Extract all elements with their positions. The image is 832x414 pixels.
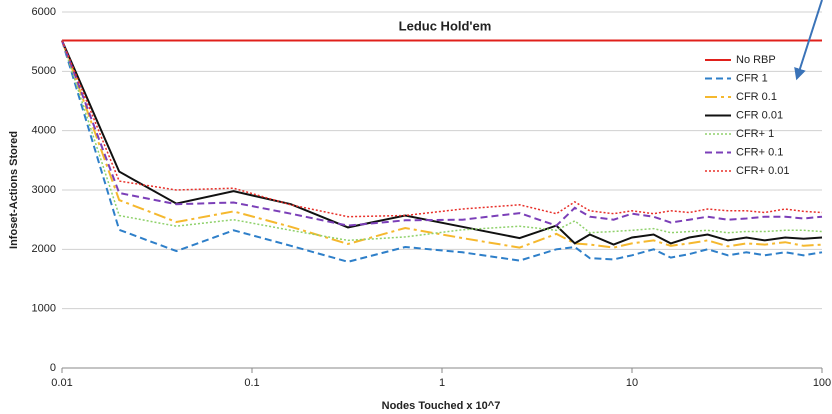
x-tick-label: 1 — [439, 377, 445, 389]
legend-label: CFR+ 1 — [736, 128, 774, 140]
y-tick-label: 3000 — [32, 184, 56, 196]
chart-title: Leduc Hold'em — [399, 18, 492, 33]
series-line — [61, 40, 823, 227]
series-line — [61, 40, 823, 263]
y-tick-label: 0 — [50, 362, 56, 374]
legend-label: CFR+ 0.01 — [736, 165, 790, 177]
y-tick-label: 2000 — [32, 243, 56, 255]
y-tick-label: 6000 — [32, 6, 56, 18]
legend-label: CFR 0.1 — [736, 91, 777, 103]
x-axis-label: Nodes Touched x 10^7 — [382, 400, 501, 412]
x-tick-label: 0.1 — [244, 377, 259, 389]
series-line — [61, 40, 823, 242]
x-tick-label: 100 — [813, 377, 831, 389]
legend-label: CFR 1 — [736, 72, 768, 84]
y-axis-label: Infoset-Actions Stored — [8, 131, 20, 249]
legend-label: CFR+ 0.1 — [736, 146, 783, 158]
series-line — [61, 40, 823, 218]
y-tick-label: 5000 — [32, 65, 56, 77]
series-line — [61, 40, 823, 249]
y-tick-label: 4000 — [32, 125, 56, 137]
x-tick-label: 10 — [626, 377, 638, 389]
x-tick-label: 0.01 — [51, 377, 72, 389]
y-tick-label: 1000 — [32, 303, 56, 315]
annotation-arrow — [794, 0, 823, 81]
legend-label: CFR 0.01 — [736, 109, 783, 121]
legend-label: No RBP — [736, 54, 776, 66]
